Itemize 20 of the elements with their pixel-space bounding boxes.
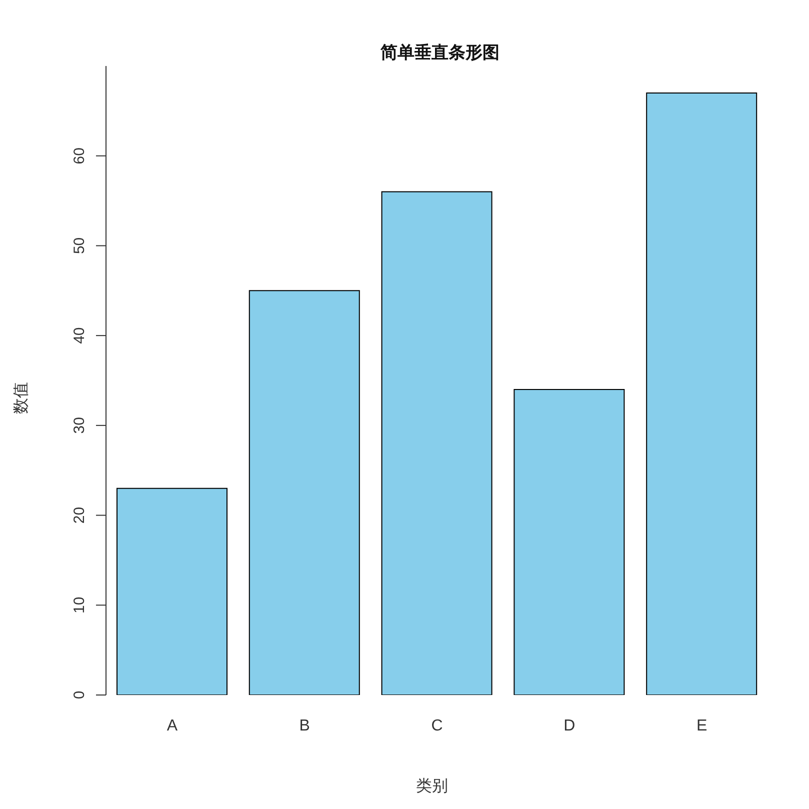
x-tick-label: C: [431, 717, 443, 734]
chart-title: 简单垂直条形图: [380, 43, 500, 63]
y-axis-title: 数值: [13, 382, 30, 414]
y-tick-label: 10: [71, 596, 88, 614]
x-tick-label: A: [166, 717, 178, 734]
bar: [646, 92, 758, 695]
x-tick-label: E: [696, 717, 708, 734]
bar: [381, 191, 492, 695]
bar: [116, 488, 228, 695]
x-axis-title: 类别: [416, 777, 448, 795]
bar: [514, 388, 625, 695]
y-tick-label: 60: [71, 148, 88, 164]
x-tick-label: D: [564, 717, 576, 734]
y-tick-label: 50: [71, 237, 88, 254]
y-tick-label: 0: [71, 690, 88, 700]
y-tick-label: 40: [71, 327, 88, 344]
bar: [248, 290, 360, 695]
x-tick-label: B: [299, 717, 310, 734]
y-tick-label: 30: [71, 417, 88, 434]
y-tick-label: 20: [71, 506, 88, 524]
